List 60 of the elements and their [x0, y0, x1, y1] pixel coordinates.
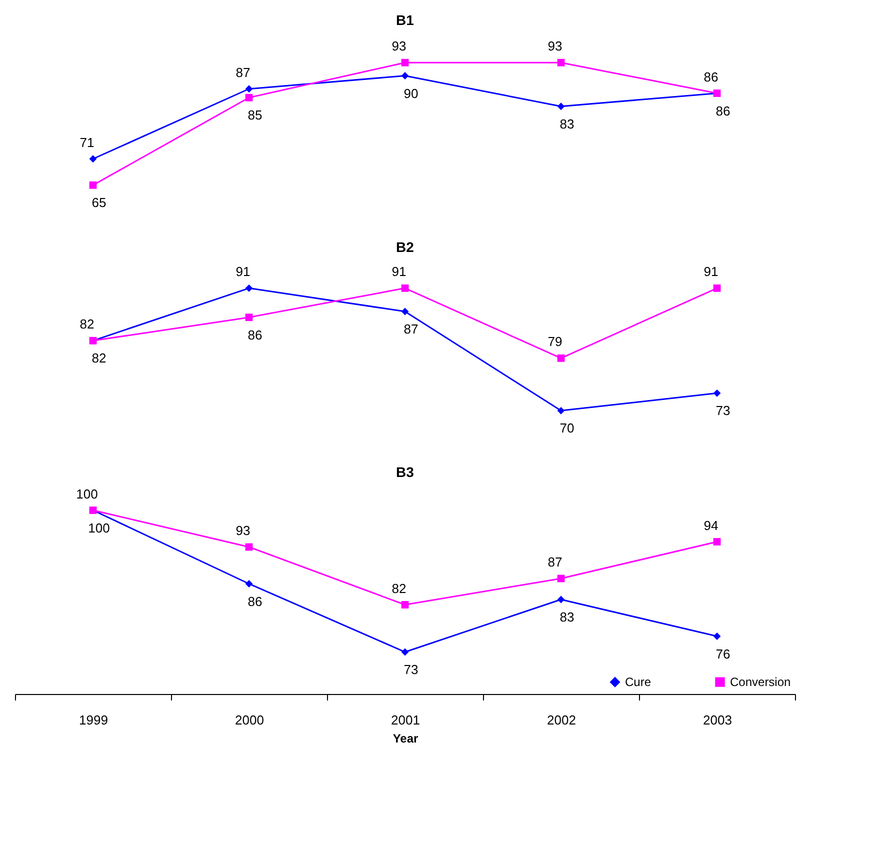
- data-label: 82: [392, 580, 406, 596]
- point: [245, 85, 253, 93]
- data-label: 86: [248, 327, 262, 342]
- data-label: 65: [92, 195, 106, 210]
- chart-title: B1: [396, 12, 414, 28]
- x-tick-label: 2002: [547, 712, 576, 728]
- x-tick-label: 2001: [391, 712, 420, 728]
- point: [401, 58, 409, 66]
- data-label: 86: [716, 103, 730, 118]
- legend-label: Cure: [625, 675, 652, 690]
- x-tick-label: 2003: [703, 712, 732, 728]
- x-axis-title: Year: [392, 732, 419, 746]
- data-label: 85: [248, 108, 262, 123]
- data-label: 70: [560, 420, 574, 436]
- data-label: 93: [548, 38, 562, 54]
- point: [245, 314, 253, 322]
- point: [245, 94, 253, 102]
- point: [713, 389, 721, 397]
- data-label: 79: [548, 334, 562, 350]
- data-label: 73: [716, 403, 730, 418]
- point: [401, 308, 409, 316]
- data-label: 71: [80, 134, 94, 150]
- point: [557, 58, 565, 66]
- data-label: 82: [92, 350, 106, 366]
- x-tick-label: 2000: [235, 712, 264, 728]
- chart-title: B3: [396, 464, 414, 480]
- data-label: 86: [248, 594, 262, 609]
- data-label: 100: [76, 486, 98, 502]
- data-label: 91: [392, 264, 406, 280]
- point: [557, 354, 565, 362]
- data-label: 93: [236, 523, 250, 538]
- data-label: 83: [560, 610, 574, 624]
- legend-label: Conversion: [730, 675, 791, 690]
- point: [89, 181, 97, 189]
- point: [89, 155, 97, 163]
- point: [245, 284, 253, 292]
- data-label: 87: [404, 322, 418, 336]
- data-label: 100: [88, 520, 110, 536]
- data-label: 76: [716, 646, 730, 662]
- data-label: 82: [80, 316, 94, 332]
- point: [557, 102, 565, 110]
- point: [713, 538, 721, 546]
- point: [713, 284, 721, 292]
- data-label: 83: [560, 116, 574, 132]
- x-tick-label: 1999: [79, 712, 108, 728]
- data-label: 94: [704, 518, 718, 533]
- data-label: 90: [404, 86, 418, 101]
- data-label: 87: [236, 64, 250, 80]
- data-label: 87: [548, 554, 562, 570]
- data-label: 91: [704, 264, 718, 280]
- data-label: 86: [704, 69, 718, 84]
- data-label: 73: [404, 662, 418, 677]
- point: [401, 648, 409, 656]
- point: [401, 284, 409, 292]
- data-label: 93: [392, 38, 406, 54]
- point: [401, 601, 409, 608]
- point: [557, 596, 565, 604]
- point: [557, 406, 565, 414]
- data-label: 91: [236, 264, 250, 280]
- chart-title: B2: [396, 239, 414, 255]
